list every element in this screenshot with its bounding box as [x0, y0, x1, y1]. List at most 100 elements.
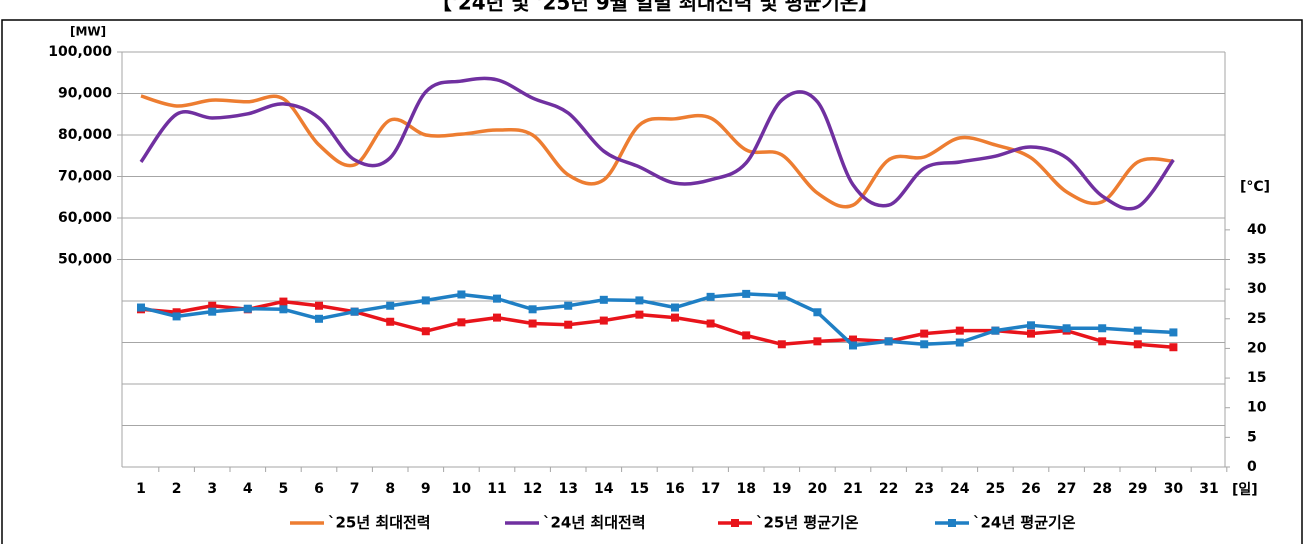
x-tick-label: 30	[1164, 481, 1184, 497]
series-line	[139, 76, 1175, 211]
x-tick-label: 3	[207, 481, 217, 497]
legend-label: `25년 평균기온	[756, 514, 859, 532]
x-tick-label: 25	[986, 481, 1005, 497]
point-marker	[849, 341, 857, 350]
x-tick-label: 6	[314, 481, 324, 497]
point-marker	[706, 319, 715, 328]
point-marker	[208, 307, 217, 316]
x-tick-label: 7	[350, 481, 360, 497]
point-marker	[635, 296, 644, 305]
y-tick-label: 70,000	[58, 169, 112, 185]
point-marker	[920, 329, 929, 338]
point-marker	[528, 319, 537, 328]
x-tick-label: 2	[172, 481, 182, 497]
y-tick-label: 90,000	[58, 86, 112, 102]
point-marker	[1169, 343, 1178, 352]
legend-marker	[948, 519, 956, 527]
point-marker	[350, 307, 359, 316]
legend-label: `24년 최대전력	[543, 514, 646, 532]
point-marker	[849, 335, 857, 344]
x-tick-label: 1	[136, 481, 146, 497]
y-tick-label: 60,000	[58, 210, 112, 226]
x-tick-label: 12	[523, 481, 542, 497]
x-tick-label: 14	[594, 481, 614, 497]
point-marker	[920, 340, 929, 349]
chart-title: 【'24년 및 '25년 9월 일별 최대전력 및 평균기온】	[432, 0, 879, 15]
point-marker	[386, 317, 395, 326]
x-axis-label: [일]	[1232, 482, 1258, 498]
y-tick-label: 80,000	[58, 127, 112, 143]
point-marker	[564, 301, 573, 310]
point-marker	[1169, 328, 1178, 337]
x-tick-label: 18	[736, 481, 755, 497]
point-marker	[742, 331, 751, 340]
point-marker	[421, 296, 430, 305]
x-tick-label: 15	[630, 481, 649, 497]
x-tick-label: 23	[914, 481, 933, 497]
point-marker	[1133, 326, 1142, 335]
x-tick-label: 20	[808, 481, 828, 497]
point-marker	[386, 301, 395, 310]
point-marker	[599, 316, 608, 325]
y-tick-label: 100,000	[48, 44, 112, 60]
x-tick-label: 10	[452, 481, 472, 497]
y2-tick-label: 40	[1247, 222, 1267, 238]
point-marker	[884, 337, 893, 346]
point-marker	[243, 304, 252, 313]
x-tick-label: 19	[772, 481, 791, 497]
point-marker	[599, 295, 608, 304]
point-marker	[777, 340, 786, 349]
point-marker	[1027, 321, 1035, 330]
point-marker	[564, 320, 573, 329]
y-tick-label: 50,000	[58, 252, 112, 268]
y2-tick-label: 5	[1247, 429, 1257, 445]
point-marker	[1098, 324, 1107, 333]
legend-label: `25년 최대전력	[328, 514, 431, 532]
point-marker	[1098, 337, 1107, 346]
point-marker	[493, 294, 501, 303]
point-marker	[315, 314, 323, 323]
point-marker	[208, 301, 217, 310]
point-marker	[279, 305, 288, 314]
series-line	[140, 292, 1174, 348]
chart-frame	[1, 19, 1303, 544]
y2-tick-label: 20	[1247, 340, 1267, 356]
x-tick-label: 24	[950, 481, 970, 497]
point-marker	[777, 291, 786, 300]
y2-tick-label: 0	[1247, 459, 1257, 475]
y2-tick-label: 30	[1247, 281, 1267, 297]
point-marker	[813, 308, 822, 317]
point-marker	[315, 301, 323, 310]
legend-marker	[731, 519, 739, 527]
y2-tick-label: 25	[1247, 311, 1266, 327]
point-marker	[528, 305, 537, 314]
x-tick-label: 17	[701, 481, 720, 497]
point-marker	[955, 338, 964, 347]
x-tick-label: 16	[665, 481, 684, 497]
point-marker	[671, 303, 679, 312]
point-marker	[493, 313, 501, 322]
y2-tick-label: 35	[1247, 252, 1266, 268]
y-axis-label: [MW]	[70, 25, 106, 39]
point-marker	[457, 290, 466, 299]
y2-axis-label: [°C]	[1240, 179, 1270, 195]
point-marker	[813, 337, 822, 346]
x-tick-label: 21	[843, 481, 862, 497]
x-tick-label: 27	[1057, 481, 1076, 497]
x-tick-label: 22	[879, 481, 898, 497]
legend-label: `24년 평균기온	[973, 514, 1076, 532]
point-marker	[671, 313, 679, 322]
series-line	[140, 94, 1174, 209]
x-tick-label: 31	[1199, 481, 1218, 497]
x-tick-label: 9	[421, 481, 431, 497]
point-marker	[991, 326, 1000, 335]
y2-tick-label: 15	[1247, 370, 1266, 386]
point-marker	[1027, 329, 1035, 338]
point-marker	[421, 327, 430, 336]
x-tick-label: 13	[558, 481, 577, 497]
x-tick-label: 8	[385, 481, 395, 497]
y2-tick-label: 10	[1247, 400, 1267, 416]
x-tick-label: 29	[1128, 481, 1147, 497]
point-marker	[172, 312, 181, 321]
